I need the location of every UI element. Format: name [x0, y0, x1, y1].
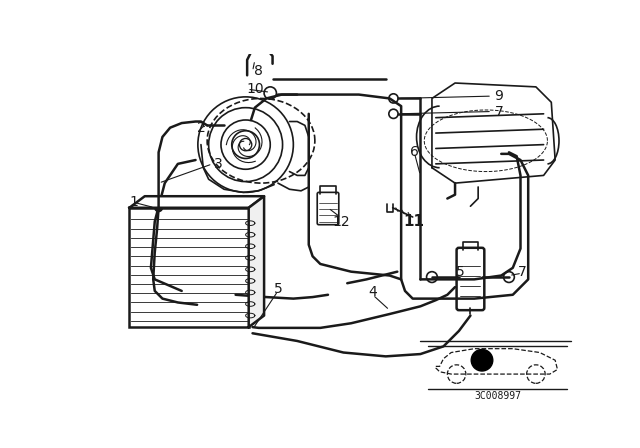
Text: 12: 12	[332, 215, 350, 228]
Text: 1: 1	[129, 195, 138, 209]
Text: 5: 5	[273, 282, 282, 296]
Text: 3: 3	[214, 157, 223, 171]
Text: 6: 6	[410, 145, 419, 159]
Text: 10: 10	[246, 82, 264, 96]
Text: 7: 7	[495, 104, 503, 119]
Circle shape	[471, 349, 493, 371]
Text: 8: 8	[254, 65, 263, 78]
Circle shape	[155, 204, 163, 211]
Text: 4: 4	[368, 285, 377, 299]
Text: 11: 11	[404, 214, 425, 229]
Text: 3C008997: 3C008997	[474, 391, 521, 401]
Text: 5: 5	[456, 265, 465, 279]
Text: 2: 2	[196, 121, 205, 135]
Text: 7: 7	[518, 265, 527, 279]
Polygon shape	[249, 196, 264, 327]
Text: 9: 9	[495, 89, 504, 103]
Polygon shape	[129, 196, 264, 208]
Bar	[129, 208, 249, 327]
